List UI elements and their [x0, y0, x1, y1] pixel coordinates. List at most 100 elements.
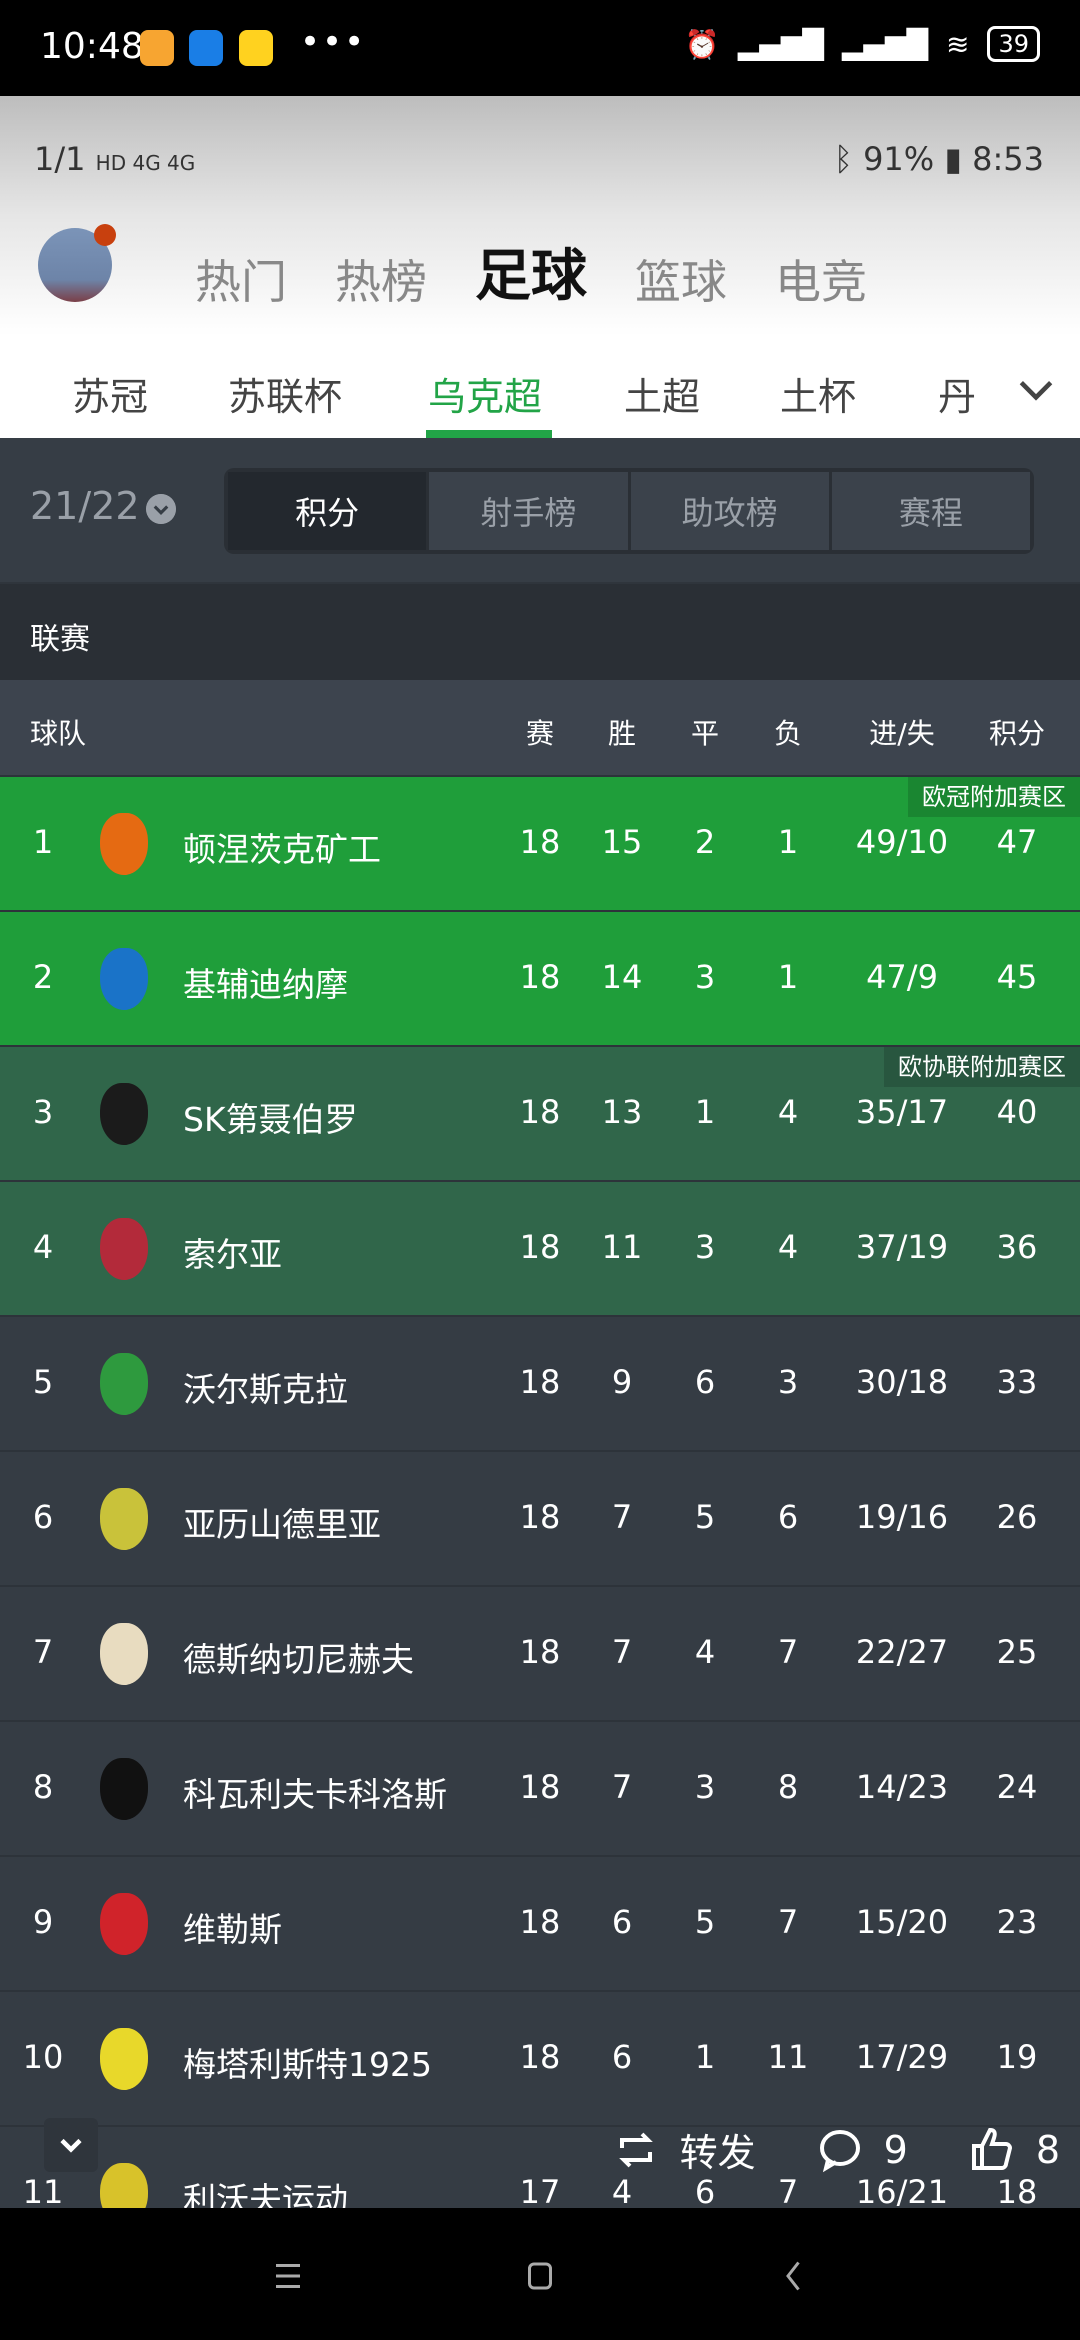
drawn-value: 3 [694, 958, 716, 996]
app-header: 1/1 HD 4G 4G ᛒ 91% ▮ 8:53 热门 热榜 足球 篮球 电竞… [0, 96, 1080, 438]
tab-football[interactable]: 足球 [475, 244, 587, 309]
col-played: 赛 [525, 717, 555, 750]
league-tab-active[interactable]: 乌克超 [428, 375, 543, 419]
team-name[interactable]: 科瓦利夫卡科洛斯 [183, 1775, 447, 1814]
xianyu-app-icon [239, 30, 273, 66]
team-name[interactable]: 德斯纳切尼赫夫 [183, 1640, 414, 1679]
inner-status-bar: 1/1 HD 4G 4G ᛒ 91% ▮ 8:53 [34, 140, 1044, 178]
drawn-value: 6 [694, 2173, 716, 2211]
notification-dot [94, 224, 116, 246]
tab-hot[interactable]: 热门 [195, 255, 287, 309]
points-value: 33 [996, 1363, 1038, 1401]
team-name[interactable]: 维勒斯 [183, 1910, 282, 1949]
goals-value: 49/10 [855, 823, 949, 861]
segment-schedule[interactable]: 赛程 [831, 472, 1030, 550]
tab-basketball[interactable]: 篮球 [635, 255, 727, 309]
lost-value: 11 [767, 2038, 809, 2076]
won-value: 7 [611, 1498, 633, 1536]
battery-icon: 39 [987, 26, 1040, 62]
drawn-value: 6 [694, 1363, 716, 1401]
collapse-button[interactable] [44, 2118, 98, 2172]
table-row[interactable]: 4 索尔亚 18 11 3 4 37/19 36 [0, 1180, 1080, 1315]
col-drawn: 平 [690, 717, 720, 750]
rank: 10 [22, 2038, 64, 2076]
goals-value: 14/23 [855, 1768, 949, 1806]
played-value: 17 [519, 2173, 561, 2211]
points-value: 26 [996, 1498, 1038, 1536]
drawn-value: 3 [694, 1768, 716, 1806]
won-value: 13 [601, 1093, 643, 1131]
drawn-value: 1 [694, 2038, 716, 2076]
col-goals: 进/失 [869, 717, 935, 750]
team-logo [100, 1083, 148, 1145]
league-tab[interactable]: 土杯 [780, 375, 857, 419]
home-icon[interactable] [522, 2258, 558, 2294]
comment-icon[interactable] [816, 2126, 864, 2174]
repost-button[interactable]: 转发 [679, 2131, 756, 2175]
stats-segmented-control: 积分 射手榜 助攻榜 赛程 [224, 468, 1034, 554]
rank: 9 [32, 1903, 54, 1941]
team-logo [100, 1353, 148, 1415]
table-row[interactable]: 3 SK第聂伯罗 18 13 1 4 35/17 40 欧协联附加赛区 [0, 1045, 1080, 1180]
season-selector[interactable]: 21/22 [30, 484, 140, 528]
played-value: 18 [519, 2038, 561, 2076]
like-count[interactable]: 8 [1035, 2127, 1060, 2172]
segment-scorers[interactable]: 射手榜 [429, 472, 628, 550]
chevron-down-icon[interactable] [146, 494, 176, 524]
repost-icon[interactable] [612, 2126, 660, 2174]
rank: 1 [32, 823, 54, 861]
back-icon[interactable] [776, 2258, 812, 2294]
team-name[interactable]: 基辅迪纳摩 [183, 965, 348, 1004]
rank: 7 [32, 1633, 54, 1671]
segment-standings[interactable]: 积分 [228, 472, 427, 550]
team-name[interactable]: 亚历山德里亚 [183, 1505, 381, 1544]
league-tab[interactable]: 丹 [938, 375, 977, 419]
team-logo [100, 1218, 148, 1280]
points-value: 40 [996, 1093, 1038, 1131]
team-name[interactable]: 梅塔利斯特1925 [183, 2045, 432, 2084]
lost-value: 7 [777, 1903, 799, 1941]
played-value: 18 [519, 1768, 561, 1806]
page-counter: 1/1 [34, 140, 86, 178]
league-tab[interactable]: 苏联杯 [228, 375, 343, 419]
avatar[interactable] [38, 224, 116, 302]
goals-value: 35/17 [855, 1093, 949, 1131]
col-won: 胜 [607, 717, 637, 750]
table-row[interactable]: 6 亚历山德里亚 18 7 5 6 19/16 26 [0, 1450, 1080, 1585]
comment-count[interactable]: 9 [883, 2127, 908, 2172]
chevron-down-icon[interactable] [1014, 368, 1058, 412]
league-tab[interactable]: 土超 [624, 375, 701, 419]
table-row[interactable]: 8 科瓦利夫卡科洛斯 18 7 3 8 14/23 24 [0, 1720, 1080, 1855]
table-row[interactable]: 9 维勒斯 18 6 5 7 15/20 23 [0, 1855, 1080, 1990]
team-logo [100, 1623, 148, 1685]
col-points: 积分 [988, 717, 1046, 750]
notes-app-icon [140, 30, 174, 66]
team-name[interactable]: 沃尔斯克拉 [183, 1370, 348, 1409]
tab-hot-list[interactable]: 热榜 [335, 255, 427, 309]
table-row[interactable]: 10 梅塔利斯特1925 18 6 1 11 17/29 19 [0, 1990, 1080, 2125]
table-row[interactable]: 5 沃尔斯克拉 18 9 6 3 30/18 33 [0, 1315, 1080, 1450]
won-value: 7 [611, 1768, 633, 1806]
table-row[interactable]: 2 基辅迪纳摩 18 14 3 1 47/9 45 [0, 910, 1080, 1045]
system-status-bar: 10:48 ••• ⏰ ▂▄▆█ ▂▄▆█ ≋ 39 [0, 0, 1080, 96]
col-team: 球队 [30, 717, 87, 750]
team-name[interactable]: 顿涅茨克矿工 [183, 830, 381, 869]
menu-icon[interactable] [270, 2258, 306, 2294]
table-row[interactable]: 1 顿涅茨克矿工 18 15 2 1 49/10 47 欧冠附加赛区 [0, 775, 1080, 910]
more-notifications-icon: ••• [300, 22, 367, 62]
table-row[interactable]: 7 德斯纳切尼赫夫 18 7 4 7 22/27 25 [0, 1585, 1080, 1720]
segment-assists[interactable]: 助攻榜 [630, 472, 829, 550]
goals-value: 30/18 [855, 1363, 949, 1401]
team-name[interactable]: 索尔亚 [183, 1235, 282, 1274]
rank: 3 [32, 1093, 54, 1131]
points-value: 36 [996, 1228, 1038, 1266]
tab-esports[interactable]: 电竞 [775, 255, 867, 309]
won-value: 4 [611, 2173, 633, 2211]
lost-value: 1 [777, 958, 799, 996]
league-tab[interactable]: 苏冠 [72, 375, 149, 419]
played-value: 18 [519, 958, 561, 996]
team-name[interactable]: SK第聂伯罗 [183, 1100, 358, 1139]
thumbs-up-icon[interactable] [968, 2126, 1016, 2174]
drawn-value: 3 [694, 1228, 716, 1266]
lost-value: 1 [777, 823, 799, 861]
